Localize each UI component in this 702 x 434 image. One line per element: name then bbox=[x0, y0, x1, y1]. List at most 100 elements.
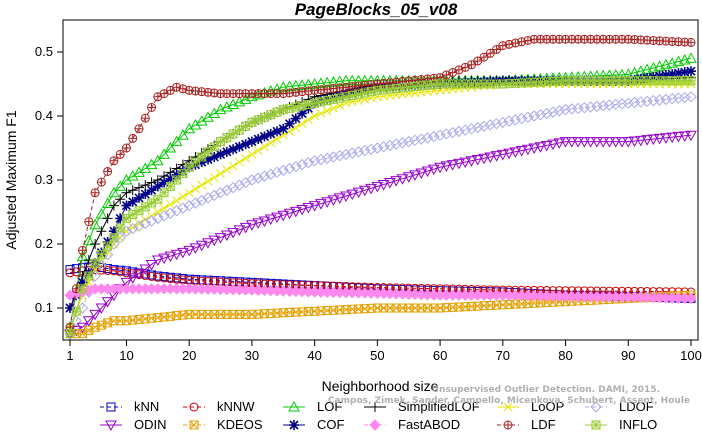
point-ldof bbox=[76, 302, 89, 314]
point-lof bbox=[164, 141, 177, 153]
point-lof bbox=[170, 135, 183, 147]
point-ldof bbox=[183, 199, 195, 212]
point-odin bbox=[264, 214, 277, 226]
point-cof bbox=[203, 154, 213, 165]
point-ldof bbox=[221, 184, 233, 196]
point-inflo bbox=[241, 121, 251, 131]
point-kdeos bbox=[96, 320, 106, 330]
point-ldof bbox=[290, 160, 302, 173]
point-ldof bbox=[252, 172, 264, 184]
point-ldof bbox=[89, 270, 101, 282]
point-ldof bbox=[196, 194, 208, 207]
point-loop bbox=[241, 153, 250, 163]
point-ldof bbox=[265, 168, 277, 180]
point-lof bbox=[177, 129, 189, 140]
point-lof bbox=[108, 186, 120, 198]
legend-item-cof: COF bbox=[283, 417, 345, 432]
point-odin bbox=[371, 181, 384, 193]
point-odin bbox=[616, 137, 628, 148]
legend-marker-knnw bbox=[189, 402, 199, 412]
point-ldof bbox=[522, 111, 534, 123]
point-kdeos bbox=[103, 318, 113, 328]
x-tick-label: 40 bbox=[307, 348, 321, 363]
point-odin bbox=[283, 208, 296, 220]
point-ldof bbox=[239, 176, 252, 189]
point-simplifiedlof bbox=[90, 239, 101, 249]
point-odin bbox=[584, 137, 597, 148]
point-odin bbox=[384, 178, 396, 189]
point-cof bbox=[297, 108, 308, 119]
point-odin bbox=[653, 133, 666, 145]
point-inflo bbox=[391, 83, 401, 93]
point-odin bbox=[333, 193, 346, 204]
point-odin bbox=[534, 142, 547, 153]
point-ldof bbox=[528, 110, 540, 122]
point-cof bbox=[265, 128, 276, 139]
point-inflo bbox=[178, 169, 188, 179]
point-ldof bbox=[666, 93, 678, 105]
point-knnw bbox=[115, 267, 125, 277]
point-knnw bbox=[109, 266, 119, 276]
point-odin bbox=[220, 230, 233, 242]
point-cof bbox=[246, 136, 257, 147]
x-tick-label: 60 bbox=[433, 348, 447, 363]
point-odin bbox=[183, 245, 196, 257]
point-inflo bbox=[372, 85, 382, 95]
point-ldof bbox=[384, 139, 396, 152]
point-odin bbox=[189, 243, 202, 254]
point-odin bbox=[358, 185, 371, 197]
point-ldof bbox=[283, 162, 296, 175]
point-odin bbox=[628, 136, 641, 147]
point-cof bbox=[134, 192, 144, 203]
point-odin bbox=[547, 139, 559, 151]
legend-item-fastabod: FastABOD bbox=[364, 417, 460, 432]
point-odin bbox=[591, 137, 603, 148]
point-odin bbox=[89, 309, 101, 321]
point-loop bbox=[247, 150, 257, 159]
point-ldof bbox=[628, 96, 641, 109]
point-odin bbox=[139, 264, 152, 275]
point-knnw bbox=[103, 265, 113, 275]
point-ldof bbox=[509, 114, 522, 126]
point-inflo bbox=[190, 157, 200, 167]
point-lof bbox=[82, 234, 95, 246]
point-inflo bbox=[234, 125, 244, 135]
x-tick-label: 100 bbox=[680, 348, 702, 363]
point-ldof bbox=[164, 207, 177, 219]
series-ldf bbox=[65, 34, 696, 332]
point-odin bbox=[396, 174, 409, 185]
point-lof bbox=[195, 115, 208, 126]
point-inflo bbox=[266, 110, 276, 120]
point-ldof bbox=[453, 125, 465, 138]
legend-item-simplifiedlof: SimplifiedLOF bbox=[364, 399, 480, 414]
series-layer bbox=[64, 34, 697, 340]
point-ldf bbox=[96, 177, 106, 187]
point-ldof bbox=[679, 91, 691, 104]
legend-label-ldof: LDOF bbox=[619, 399, 654, 414]
point-loop bbox=[191, 184, 200, 194]
x-axis-label: Neighborhood size bbox=[322, 378, 439, 394]
point-cof bbox=[65, 303, 75, 313]
point-cof bbox=[121, 200, 132, 211]
point-ldof bbox=[321, 152, 333, 164]
point-odin bbox=[277, 210, 290, 222]
point-odin bbox=[308, 201, 321, 212]
x-tick-label: 90 bbox=[621, 348, 635, 363]
point-ldof bbox=[484, 119, 496, 131]
point-simplifiedlof bbox=[121, 187, 132, 198]
point-odin bbox=[540, 140, 553, 152]
point-inflo bbox=[404, 82, 414, 92]
point-inflo bbox=[134, 206, 144, 216]
point-odin bbox=[465, 156, 478, 167]
point-simplifiedlof bbox=[115, 194, 126, 205]
point-ldof bbox=[246, 174, 258, 186]
point-ldf bbox=[90, 188, 100, 198]
point-inflo bbox=[423, 80, 433, 90]
point-ldof bbox=[70, 315, 82, 327]
point-cof bbox=[215, 149, 226, 160]
point-cof bbox=[77, 277, 88, 288]
point-odin bbox=[95, 303, 108, 315]
point-ldof bbox=[346, 147, 358, 159]
point-lof bbox=[145, 158, 158, 170]
point-ldf bbox=[686, 37, 696, 47]
